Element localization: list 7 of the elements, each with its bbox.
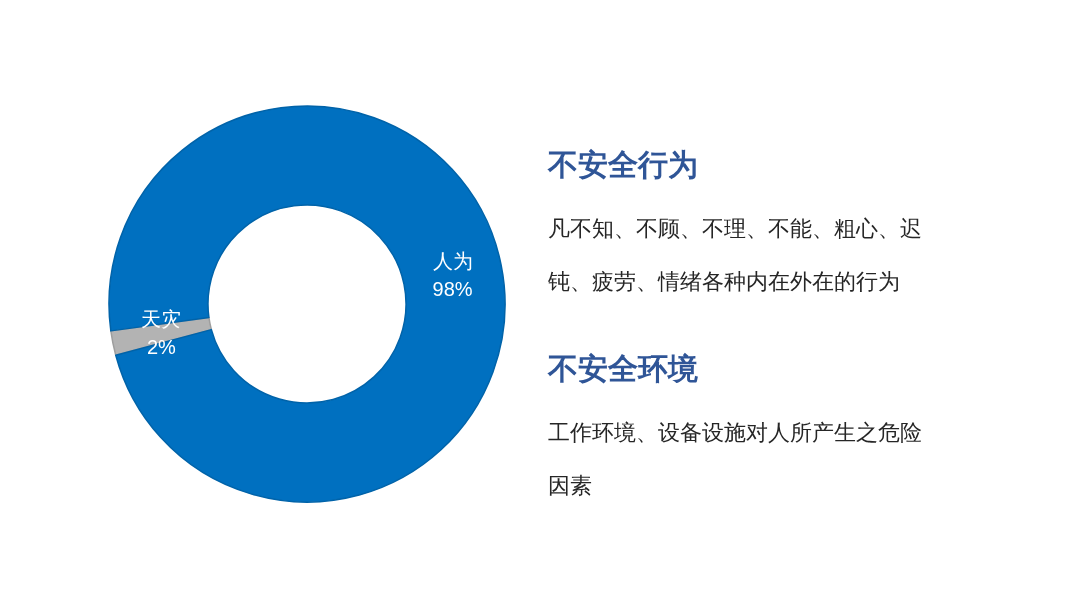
slice-label: 人为 xyxy=(432,249,473,272)
text: 凡不知、不顾、不理、不能、粗心、迟钝、疲劳、情绪各种内在外在的行为 xyxy=(548,216,922,294)
text: 不安全行为 xyxy=(548,147,699,183)
data-label: 2% xyxy=(146,336,177,359)
text: 不安全环境 xyxy=(548,351,699,387)
text: 工作环境、设备设施对人所产生之危险因素 xyxy=(548,420,922,498)
data-label: 98% xyxy=(432,277,473,300)
